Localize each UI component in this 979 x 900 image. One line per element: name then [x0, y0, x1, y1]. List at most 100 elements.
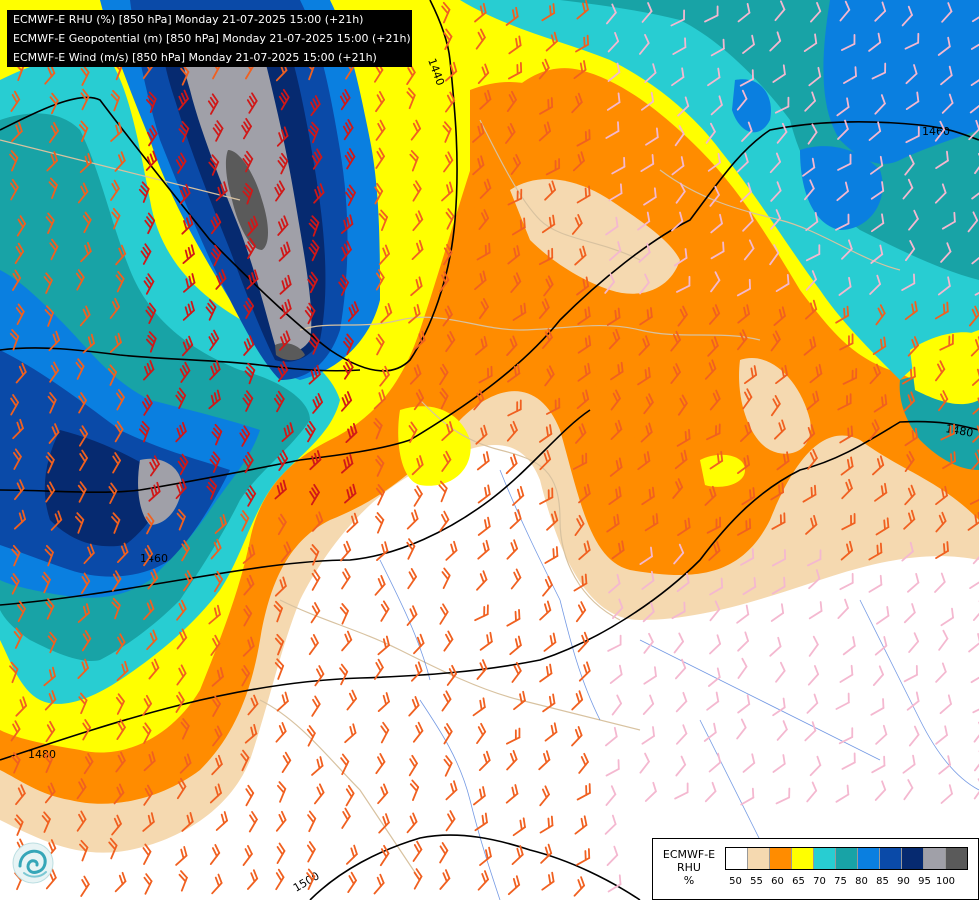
wind-barb: [175, 691, 185, 713]
wind-barb: [145, 512, 155, 535]
wind-barb: [378, 813, 390, 834]
wind-barb: [306, 725, 316, 747]
wind-barb: [803, 424, 816, 445]
wind-barb: [175, 387, 187, 410]
wind-barb: [12, 448, 22, 470]
wind-barb: [410, 661, 423, 682]
wind-barb: [839, 664, 854, 683]
wind-barb: [968, 633, 979, 653]
wind-barb: [45, 481, 56, 503]
wind-barb: [807, 123, 818, 145]
wind-barb: [408, 754, 418, 777]
wind-barb: [737, 657, 748, 679]
wind-barb: [78, 692, 88, 715]
wind-barb: [671, 156, 685, 176]
wind-barb: [213, 570, 224, 593]
wind-barb: [375, 269, 385, 291]
wind-barb: [77, 481, 87, 503]
wind-barb: [539, 97, 554, 115]
wind-barb: [48, 330, 61, 352]
wind-barb: [837, 598, 849, 619]
wind-barb: [774, 0, 786, 22]
wind-barb: [935, 511, 947, 533]
wind-barb: [211, 873, 223, 895]
wind-barb: [737, 329, 748, 351]
wind-barb: [114, 420, 124, 443]
wind-barb: [937, 276, 951, 296]
wind-barb: [176, 509, 186, 531]
wind-barb: [705, 122, 716, 144]
wind-barb: [307, 271, 318, 294]
wind-barb: [546, 510, 559, 531]
wind-barb: [277, 513, 287, 536]
wind-barb: [442, 305, 453, 327]
wind-barb: [476, 451, 490, 471]
wind-barb: [474, 2, 487, 23]
wind-barb: [804, 91, 816, 112]
wind-barb: [671, 601, 686, 620]
wind-barb: [109, 332, 122, 353]
wind-barb: [377, 692, 390, 712]
wind-barb: [610, 419, 623, 441]
wind-barb: [773, 306, 786, 327]
wind-barb: [49, 238, 59, 261]
wind-barb: [544, 546, 559, 564]
wind-barb: [11, 544, 21, 567]
wind-barb: [546, 397, 561, 415]
wind-barb: [905, 240, 916, 262]
wind-barb: [443, 630, 454, 652]
wind-barb: [409, 150, 419, 172]
wind-barb: [208, 154, 220, 176]
wind-barb: [478, 298, 489, 320]
wind-barb: [45, 598, 55, 620]
wind-barb: [210, 213, 222, 235]
wind-barb: [941, 211, 956, 230]
wind-barb: [472, 697, 486, 717]
wind-barb: [901, 5, 913, 27]
wind-barb: [108, 482, 118, 505]
wind-barb: [412, 840, 423, 862]
wind-barb: [439, 387, 449, 410]
wind-barb: [339, 603, 349, 625]
wind-barb: [473, 389, 485, 411]
wind-barb: [573, 60, 587, 80]
wind-barb: [275, 810, 287, 832]
wind-barb: [673, 632, 684, 654]
wind-barb: [115, 270, 125, 293]
wind-barb: [406, 812, 418, 834]
wind-barb: [375, 455, 385, 477]
wind-barb: [340, 753, 350, 776]
wind-barb: [148, 481, 161, 502]
wind-barb: [974, 750, 979, 772]
wind-barb: [377, 783, 389, 805]
wind-barb: [341, 240, 352, 262]
wind-barb: [640, 154, 655, 173]
wind-barb: [208, 329, 220, 351]
wind-barb: [439, 842, 449, 864]
wind-barb: [181, 539, 191, 562]
wind-barb: [737, 631, 749, 652]
wind-barb: [644, 63, 657, 84]
wind-barb: [443, 28, 453, 50]
wind-barb: [905, 126, 920, 144]
wind-barb: [83, 543, 95, 565]
wind-barb: [875, 724, 888, 745]
wind-barb: [310, 544, 320, 566]
wind-barb: [10, 394, 19, 416]
wind-barb: [840, 456, 854, 476]
wind-barb: [115, 244, 127, 266]
wind-barb: [445, 810, 456, 832]
wind-barb: [770, 330, 781, 352]
wind-barb: [209, 359, 221, 381]
wind-barb: [901, 273, 916, 292]
rhu-legend: ECMWF-E RHU % 50 55 60 65 70 75 80 85 90 95 100: [652, 838, 979, 900]
wind-barb: [311, 569, 321, 591]
wind-barb: [972, 705, 979, 714]
wind-barb: [543, 632, 557, 652]
wind-barb: [509, 635, 522, 656]
wind-barb: [476, 722, 487, 744]
wind-barb: [210, 634, 221, 656]
wind-barb: [474, 270, 487, 291]
wind-barb: [639, 33, 650, 55]
wind-barb: [704, 5, 719, 23]
